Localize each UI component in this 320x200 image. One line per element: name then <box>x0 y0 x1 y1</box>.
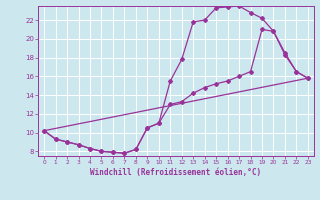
X-axis label: Windchill (Refroidissement éolien,°C): Windchill (Refroidissement éolien,°C) <box>91 168 261 177</box>
